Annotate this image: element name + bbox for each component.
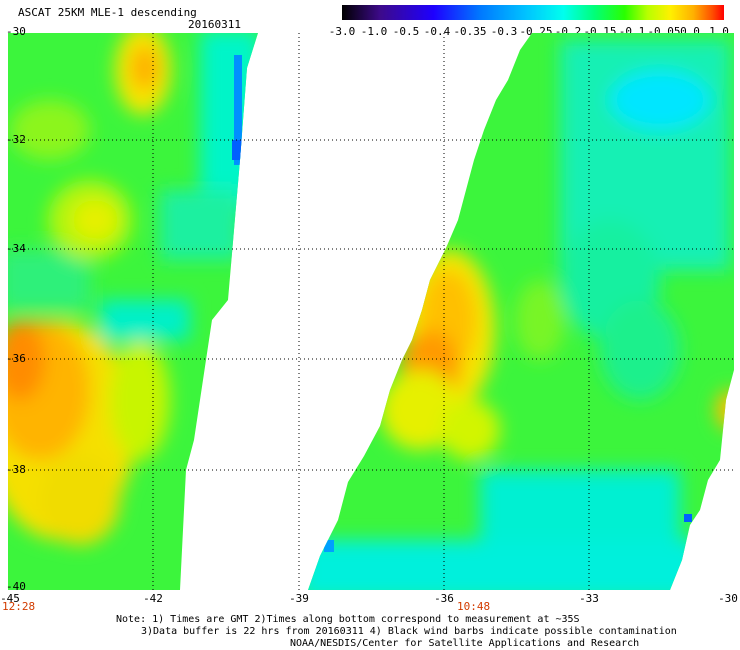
lat-label: -30 xyxy=(6,25,26,38)
colorbar-label: -0.3 xyxy=(490,25,518,38)
lat-label: -40 xyxy=(6,580,26,593)
lat-label: -38 xyxy=(6,463,26,476)
lon-label: -36 xyxy=(434,592,454,605)
colorbar xyxy=(342,5,724,20)
lat-label: -36 xyxy=(6,352,26,365)
footnote-line: 3)Data buffer is 22 hrs from 20160311 4)… xyxy=(141,626,677,637)
graticule xyxy=(8,33,734,590)
lat-label: -32 xyxy=(6,133,26,146)
swath-west xyxy=(8,33,258,590)
colorbar-label: -0.5 xyxy=(392,25,420,38)
pass-time-label: 12:28 xyxy=(2,600,36,613)
lon-label: -42 xyxy=(143,592,163,605)
pass-time-label: 10:48 xyxy=(457,600,491,613)
map-title: ASCAT 25KM MLE-1 descending xyxy=(18,6,197,19)
lon-label: -33 xyxy=(579,592,599,605)
colorbar-label: -0.4 xyxy=(423,25,451,38)
colorbar-label: -3.0 xyxy=(328,25,356,38)
lon-label: -45 xyxy=(0,592,20,605)
lon-label: -30 xyxy=(718,592,738,605)
lon-label: -39 xyxy=(289,592,309,605)
colorbar-label: -1.0 xyxy=(360,25,388,38)
colorbar-label: -0.35 xyxy=(453,25,487,38)
footnote-line: NOAA/NESDIS/Center for Satellite Applica… xyxy=(290,638,640,649)
swath-east xyxy=(308,33,734,590)
footnote-line: Note: 1) Times are GMT 2)Times along bot… xyxy=(116,614,580,625)
lat-label: -34 xyxy=(6,242,26,255)
map-date: 20160311 xyxy=(188,18,241,31)
